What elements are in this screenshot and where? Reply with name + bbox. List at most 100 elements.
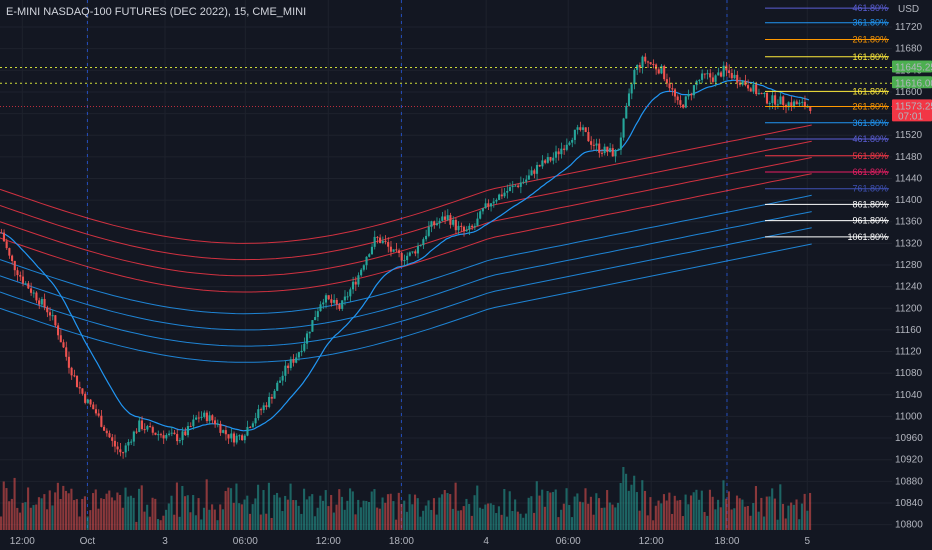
candle-body bbox=[782, 96, 785, 105]
volume-bar bbox=[373, 489, 376, 530]
volume-bar bbox=[533, 512, 536, 530]
volume-bar bbox=[657, 500, 660, 530]
candle-body bbox=[433, 221, 436, 226]
candle-body bbox=[452, 219, 455, 225]
volume-bar bbox=[0, 516, 3, 530]
candle-body bbox=[663, 65, 666, 80]
volume-bar bbox=[771, 488, 774, 530]
volume-bar bbox=[29, 507, 32, 530]
candle-body bbox=[270, 396, 273, 399]
candle-body bbox=[46, 307, 49, 313]
volume-bar bbox=[692, 492, 695, 530]
volume-bar bbox=[741, 499, 744, 530]
candle-body bbox=[173, 432, 176, 435]
y-tick-label: 10840 bbox=[895, 498, 923, 509]
volume-bar bbox=[427, 500, 430, 530]
volume-bar bbox=[522, 517, 525, 530]
volume-bar bbox=[543, 506, 546, 530]
candle-body bbox=[806, 106, 809, 108]
moving-average-line bbox=[0, 124, 812, 244]
candle-body bbox=[590, 141, 593, 145]
candle-body bbox=[654, 64, 658, 70]
candle-body bbox=[140, 420, 144, 430]
candle-body bbox=[121, 452, 125, 454]
volume-bar bbox=[183, 496, 187, 530]
candle-body bbox=[700, 73, 704, 80]
y-tick-label: 11360 bbox=[895, 217, 923, 228]
volume-bar bbox=[167, 503, 170, 530]
volume-bar bbox=[216, 520, 219, 530]
volume-bar bbox=[232, 502, 235, 530]
candle-body bbox=[457, 225, 460, 231]
volume-bar bbox=[89, 510, 92, 530]
candle-body bbox=[792, 101, 796, 107]
volume-bar bbox=[281, 511, 284, 530]
candle-body bbox=[211, 415, 214, 421]
volume-bar bbox=[625, 473, 628, 530]
candle-body bbox=[27, 283, 30, 289]
candle-body bbox=[765, 93, 769, 104]
candle-body bbox=[511, 185, 514, 188]
candle-body bbox=[216, 423, 219, 425]
y-tick-label: 11520 bbox=[895, 130, 923, 141]
candle-body bbox=[43, 298, 46, 308]
fib-level-label: 761.80% bbox=[852, 184, 888, 194]
volume-bar bbox=[535, 481, 538, 530]
candle-body bbox=[32, 292, 35, 294]
volume-bar bbox=[37, 497, 40, 530]
y-tick-label: 10920 bbox=[895, 455, 923, 466]
candle-body bbox=[790, 102, 793, 107]
candle-body bbox=[562, 148, 566, 150]
candle-body bbox=[671, 88, 674, 90]
candle-body bbox=[449, 215, 452, 225]
candle-body bbox=[330, 299, 333, 303]
candle-body bbox=[711, 77, 714, 82]
volume-bar bbox=[219, 504, 222, 530]
volume-bar bbox=[495, 513, 498, 530]
candle-body bbox=[8, 248, 11, 256]
price-axis bbox=[892, 0, 932, 550]
candle-body bbox=[687, 93, 690, 97]
candle-body bbox=[600, 152, 603, 154]
candle-body bbox=[189, 426, 192, 428]
volume-bar bbox=[749, 515, 752, 530]
volume-bar bbox=[338, 489, 341, 530]
candle-body bbox=[35, 292, 38, 301]
volume-bar bbox=[684, 494, 687, 530]
volume-bar bbox=[760, 497, 763, 530]
volume-bar bbox=[397, 492, 400, 530]
candle-body bbox=[446, 215, 449, 220]
volume-bar bbox=[722, 480, 725, 530]
candle-body bbox=[278, 380, 281, 383]
candle-body bbox=[500, 194, 503, 197]
volume-bar bbox=[18, 512, 22, 530]
volume-bar bbox=[32, 505, 35, 530]
volume-bar bbox=[349, 488, 352, 530]
candle-body bbox=[408, 252, 411, 256]
time-axis bbox=[0, 530, 932, 550]
volume-bar bbox=[443, 490, 446, 530]
x-tick-label: 3 bbox=[162, 536, 168, 547]
candle-body bbox=[213, 420, 217, 425]
candle-body bbox=[430, 221, 433, 227]
volume-bar bbox=[660, 503, 663, 530]
candle-body bbox=[5, 241, 8, 249]
candle-body bbox=[535, 165, 539, 174]
candle-body bbox=[51, 315, 54, 317]
volume-bar bbox=[449, 494, 452, 530]
candle-body bbox=[184, 431, 187, 436]
candle-body bbox=[622, 118, 625, 138]
volume-bar bbox=[735, 495, 739, 530]
y-tick-label: 11600 bbox=[895, 87, 923, 98]
candle-body bbox=[251, 423, 254, 428]
volume-bar bbox=[554, 489, 557, 530]
volume-bar bbox=[319, 495, 322, 530]
volume-bar bbox=[451, 508, 454, 530]
candle-body bbox=[492, 201, 495, 204]
candles bbox=[0, 53, 812, 459]
volume-bar bbox=[597, 498, 601, 530]
volume-bar bbox=[105, 493, 108, 530]
candle-body bbox=[736, 74, 739, 83]
volume-bar bbox=[514, 499, 517, 530]
